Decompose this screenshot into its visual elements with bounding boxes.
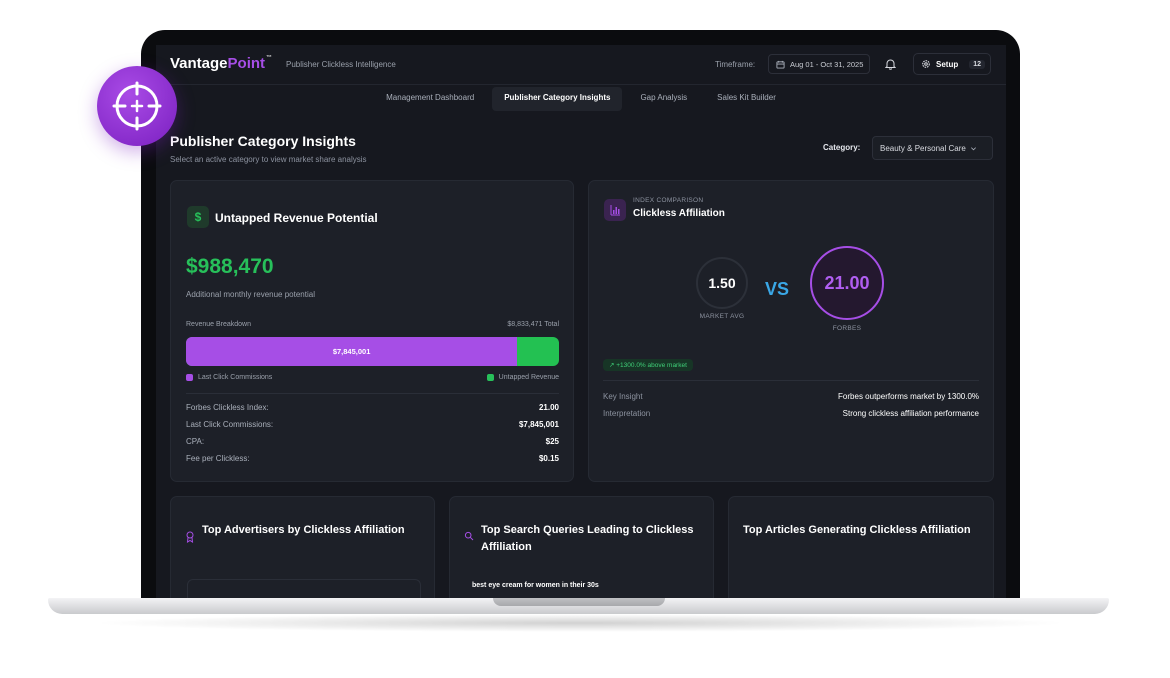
app-screen: VantagePoint™ Publisher Clickless Intell… [156, 45, 1006, 598]
top-advertisers-card: Top Advertisers by Clickless Affiliation [170, 496, 435, 598]
stat-value: 21.00 [538, 403, 559, 412]
stat-label: CPA: [186, 437, 205, 446]
top-search-queries-title: Top Search Queries Leading to Clickless … [481, 524, 694, 553]
search-query-item[interactable]: best eye cream for women in their 30s [472, 582, 599, 589]
interpretation-row: Interpretation Strong clickless affiliat… [603, 409, 979, 418]
above-market-badge: ↗ +1300.0% above market [603, 359, 693, 371]
index-overline: INDEX COMPARISON [633, 197, 704, 204]
top-search-queries-card: Top Search Queries Leading to Clickless … [449, 496, 714, 598]
interpretation-label: Interpretation [603, 409, 651, 418]
app-logo[interactable]: VantagePoint™ [170, 55, 272, 72]
crosshair-icon [112, 81, 162, 131]
key-insight-label: Key Insight [603, 392, 643, 401]
tab-management-dashboard[interactable]: Management Dashboard [386, 93, 475, 102]
logo-trademark: ™ [266, 55, 273, 61]
revenue-subtitle: Additional monthly revenue potential [186, 290, 315, 299]
logo-main: Vantage [170, 55, 228, 72]
setup-button[interactable]: Setup 12 [913, 53, 991, 75]
calendar-icon [776, 60, 785, 69]
legend-untapped-label: Untapped Revenue [498, 374, 559, 381]
laptop-base [48, 598, 1109, 614]
crosshair-badge [97, 66, 177, 146]
top-articles-card: Top Articles Generating Clickless Affili… [728, 496, 994, 598]
page-subtitle: Select an active category to view market… [170, 155, 367, 164]
date-range-picker[interactable]: Aug 01 - Oct 31, 2025 [768, 54, 870, 74]
category-label: Category: [823, 143, 861, 152]
stat-value: $7,845,001 [518, 420, 559, 429]
timeframe-label: Timeframe: [715, 60, 756, 69]
stat-row: Forbes Clickless Index: 21.00 [186, 403, 559, 420]
stat-value: $0.15 [538, 454, 559, 463]
top-articles-title: Top Articles Generating Clickless Affili… [743, 524, 971, 536]
market-avg-label: MARKET AVG [699, 313, 745, 320]
vs-label: VS [765, 279, 790, 299]
untapped-revenue-amount: $988,470 [186, 255, 274, 278]
breakdown-total: $8,833,471 Total [507, 321, 559, 328]
laptop-notch [493, 598, 665, 606]
award-icon [186, 531, 194, 543]
revenue-card-title: Untapped Revenue Potential [215, 211, 378, 225]
gear-icon [922, 60, 930, 68]
tab-gap-analysis[interactable]: Gap Analysis [640, 93, 688, 102]
divider [603, 380, 979, 381]
stat-row: CPA: $25 [186, 437, 559, 454]
advertisers-list [187, 579, 421, 598]
key-insight-value: Forbes outperforms market by 1300.0% [838, 392, 979, 401]
last-click-bar-segment: $7,845,001 [186, 337, 518, 366]
chevron-down-icon [970, 146, 976, 150]
setup-count-badge: 12 [969, 59, 986, 69]
stat-label: Last Click Commissions: [186, 420, 274, 429]
market-avg-value: 1.50 [696, 257, 748, 309]
app-tagline: Publisher Clickless Intelligence [286, 60, 396, 69]
stat-row: Last Click Commissions: $7,845,001 [186, 420, 559, 437]
legend-last-click: Last Click Commissions [186, 374, 272, 381]
dollar-icon: $ [187, 206, 209, 228]
legend-untapped: Untapped Revenue [486, 374, 559, 381]
bar-chart-icon [604, 199, 626, 221]
tab-publisher-category-insights[interactable]: Publisher Category Insights [492, 87, 623, 111]
page-title: Publisher Category Insights [170, 133, 356, 149]
top-bar: VantagePoint™ Publisher Clickless Intell… [156, 45, 1006, 85]
forbes-value: 21.00 [810, 246, 884, 320]
breakdown-label: Revenue Breakdown [186, 321, 251, 328]
category-value: Beauty & Personal Care [880, 143, 966, 153]
setup-label: Setup [936, 59, 959, 69]
revenue-potential-card: $ Untapped Revenue Potential $988,470 Ad… [170, 180, 574, 482]
key-insight-row: Key Insight Forbes outperforms market by… [603, 392, 979, 401]
top-advertisers-title: Top Advertisers by Clickless Affiliation [202, 524, 405, 536]
index-title: Clickless Affiliation [633, 208, 725, 219]
laptop-shadow [90, 614, 1070, 632]
stat-value: $25 [545, 437, 559, 446]
stat-row: Fee per Clickless: $0.15 [186, 454, 559, 471]
category-select[interactable]: Beauty & Personal Care [872, 136, 993, 160]
revenue-stats-list: Forbes Clickless Index: 21.00 Last Click… [186, 403, 559, 471]
index-comparison-card: INDEX COMPARISON Clickless Affiliation 1… [588, 180, 994, 482]
stat-label: Fee per Clickless: [186, 454, 250, 463]
logo-accent: Point [227, 55, 266, 72]
interpretation-value: Strong clickless affiliation performance [842, 409, 979, 418]
stat-label: Forbes Clickless Index: [186, 403, 269, 412]
divider [186, 393, 559, 394]
legend-swatch-purple [186, 374, 193, 381]
legend-swatch-green [486, 374, 494, 381]
nav-tabs: Management Dashboard Publisher Category … [156, 87, 1006, 111]
date-range-value: Aug 01 - Oct 31, 2025 [790, 59, 864, 69]
search-icon [464, 531, 474, 541]
bell-icon[interactable] [885, 58, 896, 70]
legend-last-click-label: Last Click Commissions [198, 374, 273, 381]
tab-sales-kit-builder[interactable]: Sales Kit Builder [717, 93, 776, 102]
revenue-breakdown-bar: $7,845,001 [186, 337, 559, 366]
forbes-label: FORBES [832, 325, 862, 332]
